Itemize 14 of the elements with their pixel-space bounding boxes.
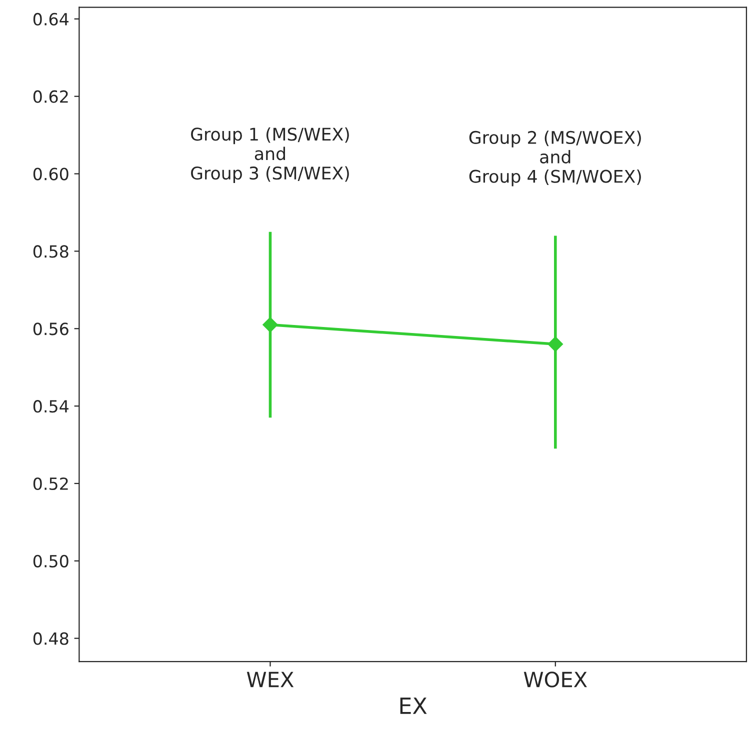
y-tick-label: 0.52 [33, 477, 68, 490]
y-tick-label: 0.64 [33, 12, 69, 26]
y-tick-label: 0.50 [33, 554, 68, 568]
y-tick-label: 0.48 [33, 632, 68, 645]
annotation: Group 2 (MS/WOEX) and Group 4 (SM/WOEX) [469, 130, 641, 186]
y-tick-label: 0.58 [33, 245, 68, 258]
x-axis-title: EX [400, 698, 427, 714]
x-tick-label: WEX [246, 672, 294, 688]
annotation: Group 1 (MS/WEX) and Group 3 (SM/WEX) [191, 127, 349, 184]
y-tick-label: 0.54 [33, 400, 69, 413]
x-tick-label: WOEX [524, 672, 587, 688]
y-tick-label: 0.62 [33, 90, 68, 103]
y-tick-label: 0.56 [33, 322, 68, 336]
y-tick-label: 0.60 [33, 168, 68, 180]
